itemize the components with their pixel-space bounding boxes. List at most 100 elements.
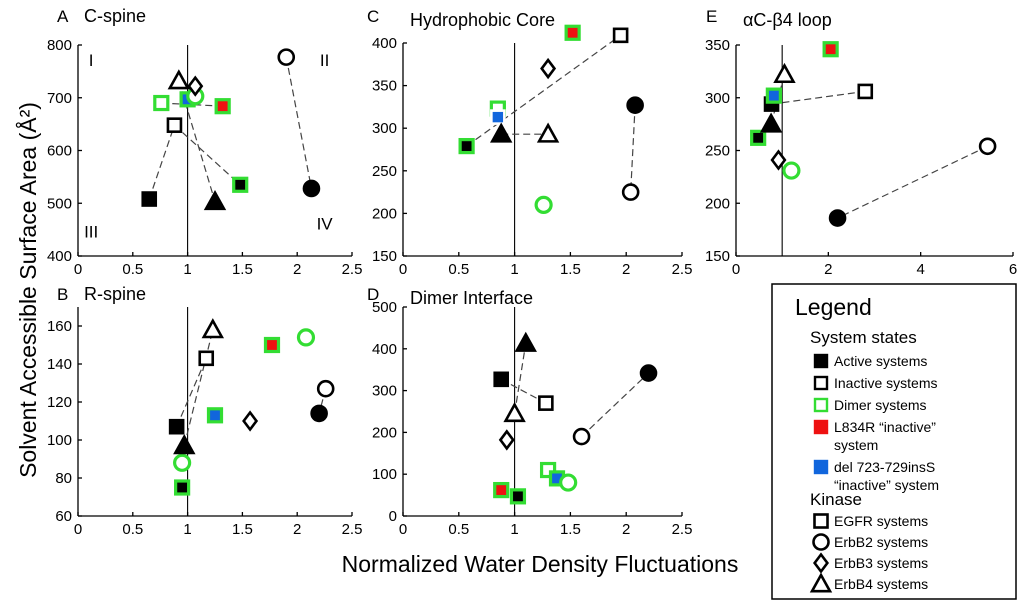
data-point-E-erbb2_inact [978, 137, 997, 156]
data-point-A-erbb3_inact [187, 75, 204, 97]
y-tick-label-C: 400 [372, 35, 397, 52]
x-tick-label-B: 0.5 [122, 521, 143, 538]
y-tick-label-A: 800 [47, 37, 72, 54]
panel-title-A: C-spine [84, 6, 146, 26]
x-tick-label-D: 0 [399, 521, 407, 538]
x-tick-label-A: 2 [293, 261, 301, 278]
y-tick-label-E: 150 [705, 248, 730, 265]
data-point-B-egfr_del [206, 407, 224, 424]
connector-A [285, 57, 313, 189]
data-point-E-egfr_inact [857, 83, 874, 100]
data-point-A-erbb4_inact [167, 69, 191, 90]
x-tick-label-D: 1.5 [560, 521, 581, 538]
data-point-C-egfr_del [490, 109, 506, 125]
data-point-B-erbb3_inact [242, 410, 259, 432]
x-tick-label-C: 0 [399, 261, 407, 278]
y-tick-label-A: 500 [47, 195, 72, 212]
panel-C: C Hydrophobic Core 0 0.5 1 1.5 2 2.5 150 200 250 30… [367, 7, 692, 278]
data-point-D-erbb2_dimer [559, 473, 578, 492]
legend-kinase-label-triangle: ErbB4 systems [834, 576, 928, 592]
y-tick-label-D: 400 [372, 341, 397, 358]
data-point-B-erbb2_act [310, 404, 328, 423]
panel-B: B R-spine 0 0.5 1 1.5 2 2.5 60 80 100 120 140 160 [47, 284, 362, 538]
x-tick-label-E: 2 [824, 261, 832, 278]
data-point-C-erbb4_act [489, 122, 513, 143]
y-tick-label-E: 200 [705, 195, 730, 212]
legend-marker-diamond [813, 552, 829, 574]
x-tick-label-C: 1 [510, 261, 518, 278]
connector-A [174, 124, 241, 186]
data-point-A-egfr_act [141, 191, 158, 207]
y-tick-label-E: 350 [705, 37, 730, 54]
panel-letter-B: B [57, 285, 68, 304]
data-point-E-egfr_dimer [750, 129, 767, 146]
figure-y-label: Solvent Accessible Surface Area (Å²) [14, 102, 41, 478]
y-tick-label-B: 60 [55, 508, 72, 525]
data-point-E-erbb2_dimer [782, 161, 801, 180]
data-point-A-erbb2_act [302, 179, 321, 198]
data-point-C-egfr_inact [612, 27, 629, 44]
legend-label-l834r: L834R “inactive” [834, 419, 936, 435]
legend-label2-l834r: system [834, 437, 878, 453]
connector-E [771, 90, 866, 105]
data-point-D-egfr_dimer [509, 488, 527, 505]
legend-label2-del: “inactive” system [834, 477, 939, 493]
data-point-C-egfr_l834r [564, 24, 581, 41]
legend-box [771, 283, 1017, 600]
legend-marker-square [813, 513, 829, 529]
data-point-C-egfr_act [458, 137, 475, 155]
legend-swatch-l834r [813, 419, 829, 435]
data-point-C-erbb4_inact [536, 122, 560, 143]
y-tick-label-D: 300 [372, 383, 397, 400]
x-tick-label-E: 6 [1009, 261, 1017, 278]
y-tick-label-C: 250 [372, 163, 397, 180]
data-point-A-egfr_l834r [214, 98, 231, 115]
legend-title: Legend [795, 294, 872, 320]
data-point-E-erbb4_act [759, 112, 783, 133]
x-tick-label-C: 0.5 [448, 261, 469, 278]
y-tick-label-B: 80 [55, 470, 72, 487]
x-tick-label-D: 2 [622, 521, 630, 538]
legend: Legend System states Active systems Inact… [771, 283, 1017, 600]
panel-title-E: αC-β4 loop [743, 10, 832, 30]
connector-B [176, 358, 207, 427]
legend-swatch-active [813, 353, 829, 369]
connector-E [837, 145, 988, 219]
data-point-D-erbb4_act [514, 331, 537, 352]
figure-x-label: Normalized Water Density Fluctuations [342, 551, 739, 577]
legend-marker-circle [812, 533, 830, 551]
quadrant-label-III: III [84, 223, 98, 242]
panel-letter-C: C [367, 7, 379, 26]
y-tick-label-A: 600 [47, 143, 72, 160]
legend-kinase-label-diamond: ErbB3 systems [834, 555, 928, 571]
panel-title-C: Hydrophobic Core [410, 10, 555, 30]
x-tick-label-B: 0 [74, 521, 82, 538]
data-point-A-erbb2_inact [277, 48, 296, 66]
data-point-D-erbb2_inact [572, 427, 591, 446]
legend-label-active: Active systems [834, 353, 927, 369]
legend-kinases: EGFR systems ErbB2 systems ErbB3 systems Er… [809, 513, 928, 593]
x-tick-label-A: 1.5 [232, 261, 253, 278]
y-tick-label-C: 350 [372, 78, 397, 95]
x-tick-label-C: 2.5 [672, 261, 693, 278]
x-tick-label-B: 2.5 [342, 521, 363, 538]
data-point-D-erbb3_inact [498, 429, 515, 451]
legend-swatch-del [813, 459, 829, 475]
connector-C [630, 105, 636, 193]
x-tick-label-D: 1 [510, 521, 518, 538]
data-point-D-egfr_inact [538, 395, 554, 411]
y-tick-label-C: 200 [372, 205, 397, 222]
connector-B [183, 329, 214, 446]
quadrant-label-I: I [89, 51, 94, 70]
connector-D [581, 372, 649, 438]
data-point-E-erbb3_inact [770, 149, 787, 171]
data-point-E-egfr_del [765, 87, 782, 104]
legend-states: Active systems Inactive systems Dimer syst… [813, 353, 939, 493]
data-point-C-erbb2_act [626, 96, 644, 114]
connector-A [148, 124, 176, 200]
y-tick-label-C: 150 [372, 248, 397, 265]
data-point-A-erbb4_act [203, 189, 227, 211]
